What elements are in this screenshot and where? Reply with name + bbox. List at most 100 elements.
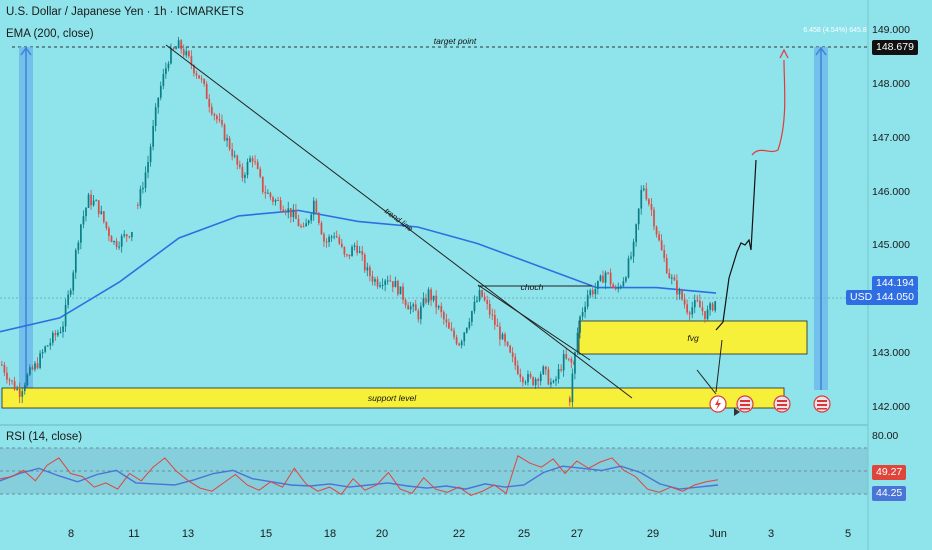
- candle: [399, 286, 402, 295]
- lightning-event-icon[interactable]: [709, 395, 727, 413]
- cursor-icon: [734, 408, 740, 416]
- candle: [87, 194, 90, 208]
- entry-arrow-2: [715, 339, 723, 393]
- time-axis[interactable]: 8 11 13 15 18 20 22 25 27 29 Jun 3 5: [0, 520, 868, 550]
- trend-line-short[interactable]: [477, 284, 591, 361]
- candle: [486, 300, 489, 304]
- candle: [635, 224, 637, 242]
- us-flag-event-icon[interactable]: [736, 395, 754, 413]
- price-tick: 145.000: [872, 239, 910, 251]
- candle: [699, 300, 701, 308]
- candle: [557, 369, 560, 379]
- candle: [542, 366, 545, 375]
- ema-200-line: [0, 209, 717, 333]
- candles: [1, 36, 717, 408]
- candle: [660, 240, 663, 251]
- candle: [574, 352, 576, 374]
- candle: [172, 48, 175, 50]
- candle: [371, 275, 374, 282]
- candle: [394, 280, 397, 288]
- candle: [315, 200, 318, 213]
- candle: [473, 301, 476, 312]
- candle: [414, 304, 417, 311]
- candle: [539, 374, 542, 382]
- candle: [617, 287, 620, 289]
- trend-line[interactable]: [165, 44, 633, 399]
- candle: [709, 303, 711, 310]
- candle: [249, 158, 251, 163]
- candle: [34, 363, 36, 370]
- candle: [550, 382, 552, 385]
- fvg-zone[interactable]: [578, 320, 808, 355]
- candle: [514, 356, 517, 366]
- candle: [231, 149, 234, 157]
- time-tick: 29: [646, 528, 660, 540]
- candle: [701, 307, 704, 312]
- candle: [97, 200, 100, 214]
- candle: [39, 353, 41, 368]
- projection-path[interactable]: [715, 159, 757, 331]
- candle: [228, 138, 231, 150]
- candle: [236, 155, 239, 165]
- candle: [404, 299, 407, 306]
- candle: [62, 326, 64, 332]
- candle: [162, 74, 165, 86]
- rsi-signal-badge: 44.25: [872, 486, 907, 501]
- candle: [233, 155, 236, 157]
- candle: [435, 295, 438, 308]
- candle: [704, 311, 706, 319]
- us-flag-event-icon[interactable]: [773, 395, 791, 413]
- price-tick: 149.000: [872, 24, 910, 36]
- candle: [302, 226, 305, 228]
- candle: [137, 204, 139, 206]
- candle: [310, 214, 313, 221]
- candle: [392, 281, 394, 288]
- candle: [516, 365, 519, 375]
- candle: [586, 295, 589, 307]
- candle: [277, 200, 279, 202]
- candle: [504, 334, 506, 342]
- candle: [123, 234, 126, 237]
- candle: [31, 367, 34, 370]
- candle: [18, 388, 21, 397]
- candle: [420, 306, 422, 320]
- rsi-signal-line: [0, 465, 719, 490]
- candle: [599, 275, 602, 281]
- candle: [409, 306, 412, 310]
- candle: [213, 114, 216, 116]
- candle: [589, 290, 592, 296]
- candle: [499, 326, 501, 340]
- candle: [625, 277, 627, 282]
- candle: [131, 232, 133, 238]
- us-flag-event-icon[interactable]: [813, 395, 831, 413]
- candle: [579, 316, 581, 333]
- support-level-label: support level: [368, 393, 417, 403]
- candle: [678, 290, 681, 295]
- candle: [113, 241, 115, 243]
- projection-curve[interactable]: [751, 59, 786, 156]
- candle: [642, 188, 645, 190]
- candle: [450, 328, 453, 331]
- candle: [167, 63, 170, 69]
- candle: [696, 300, 699, 302]
- candle: [356, 245, 358, 253]
- candle: [188, 51, 190, 57]
- candle: [358, 251, 361, 253]
- price-axis[interactable]: 149.000 148.000 147.000 146.000 145.000 …: [872, 0, 932, 525]
- candle: [693, 300, 696, 308]
- candle: [714, 301, 717, 311]
- candle: [567, 358, 570, 360]
- candle: [432, 295, 435, 301]
- candle: [379, 285, 381, 287]
- candle: [90, 194, 92, 206]
- candle: [509, 345, 511, 353]
- candle: [295, 209, 297, 219]
- candle: [534, 379, 537, 386]
- candle: [529, 374, 532, 378]
- candle: [665, 258, 668, 274]
- candle: [338, 237, 341, 244]
- candle: [259, 168, 262, 177]
- candle: [440, 306, 443, 313]
- candle: [115, 241, 118, 247]
